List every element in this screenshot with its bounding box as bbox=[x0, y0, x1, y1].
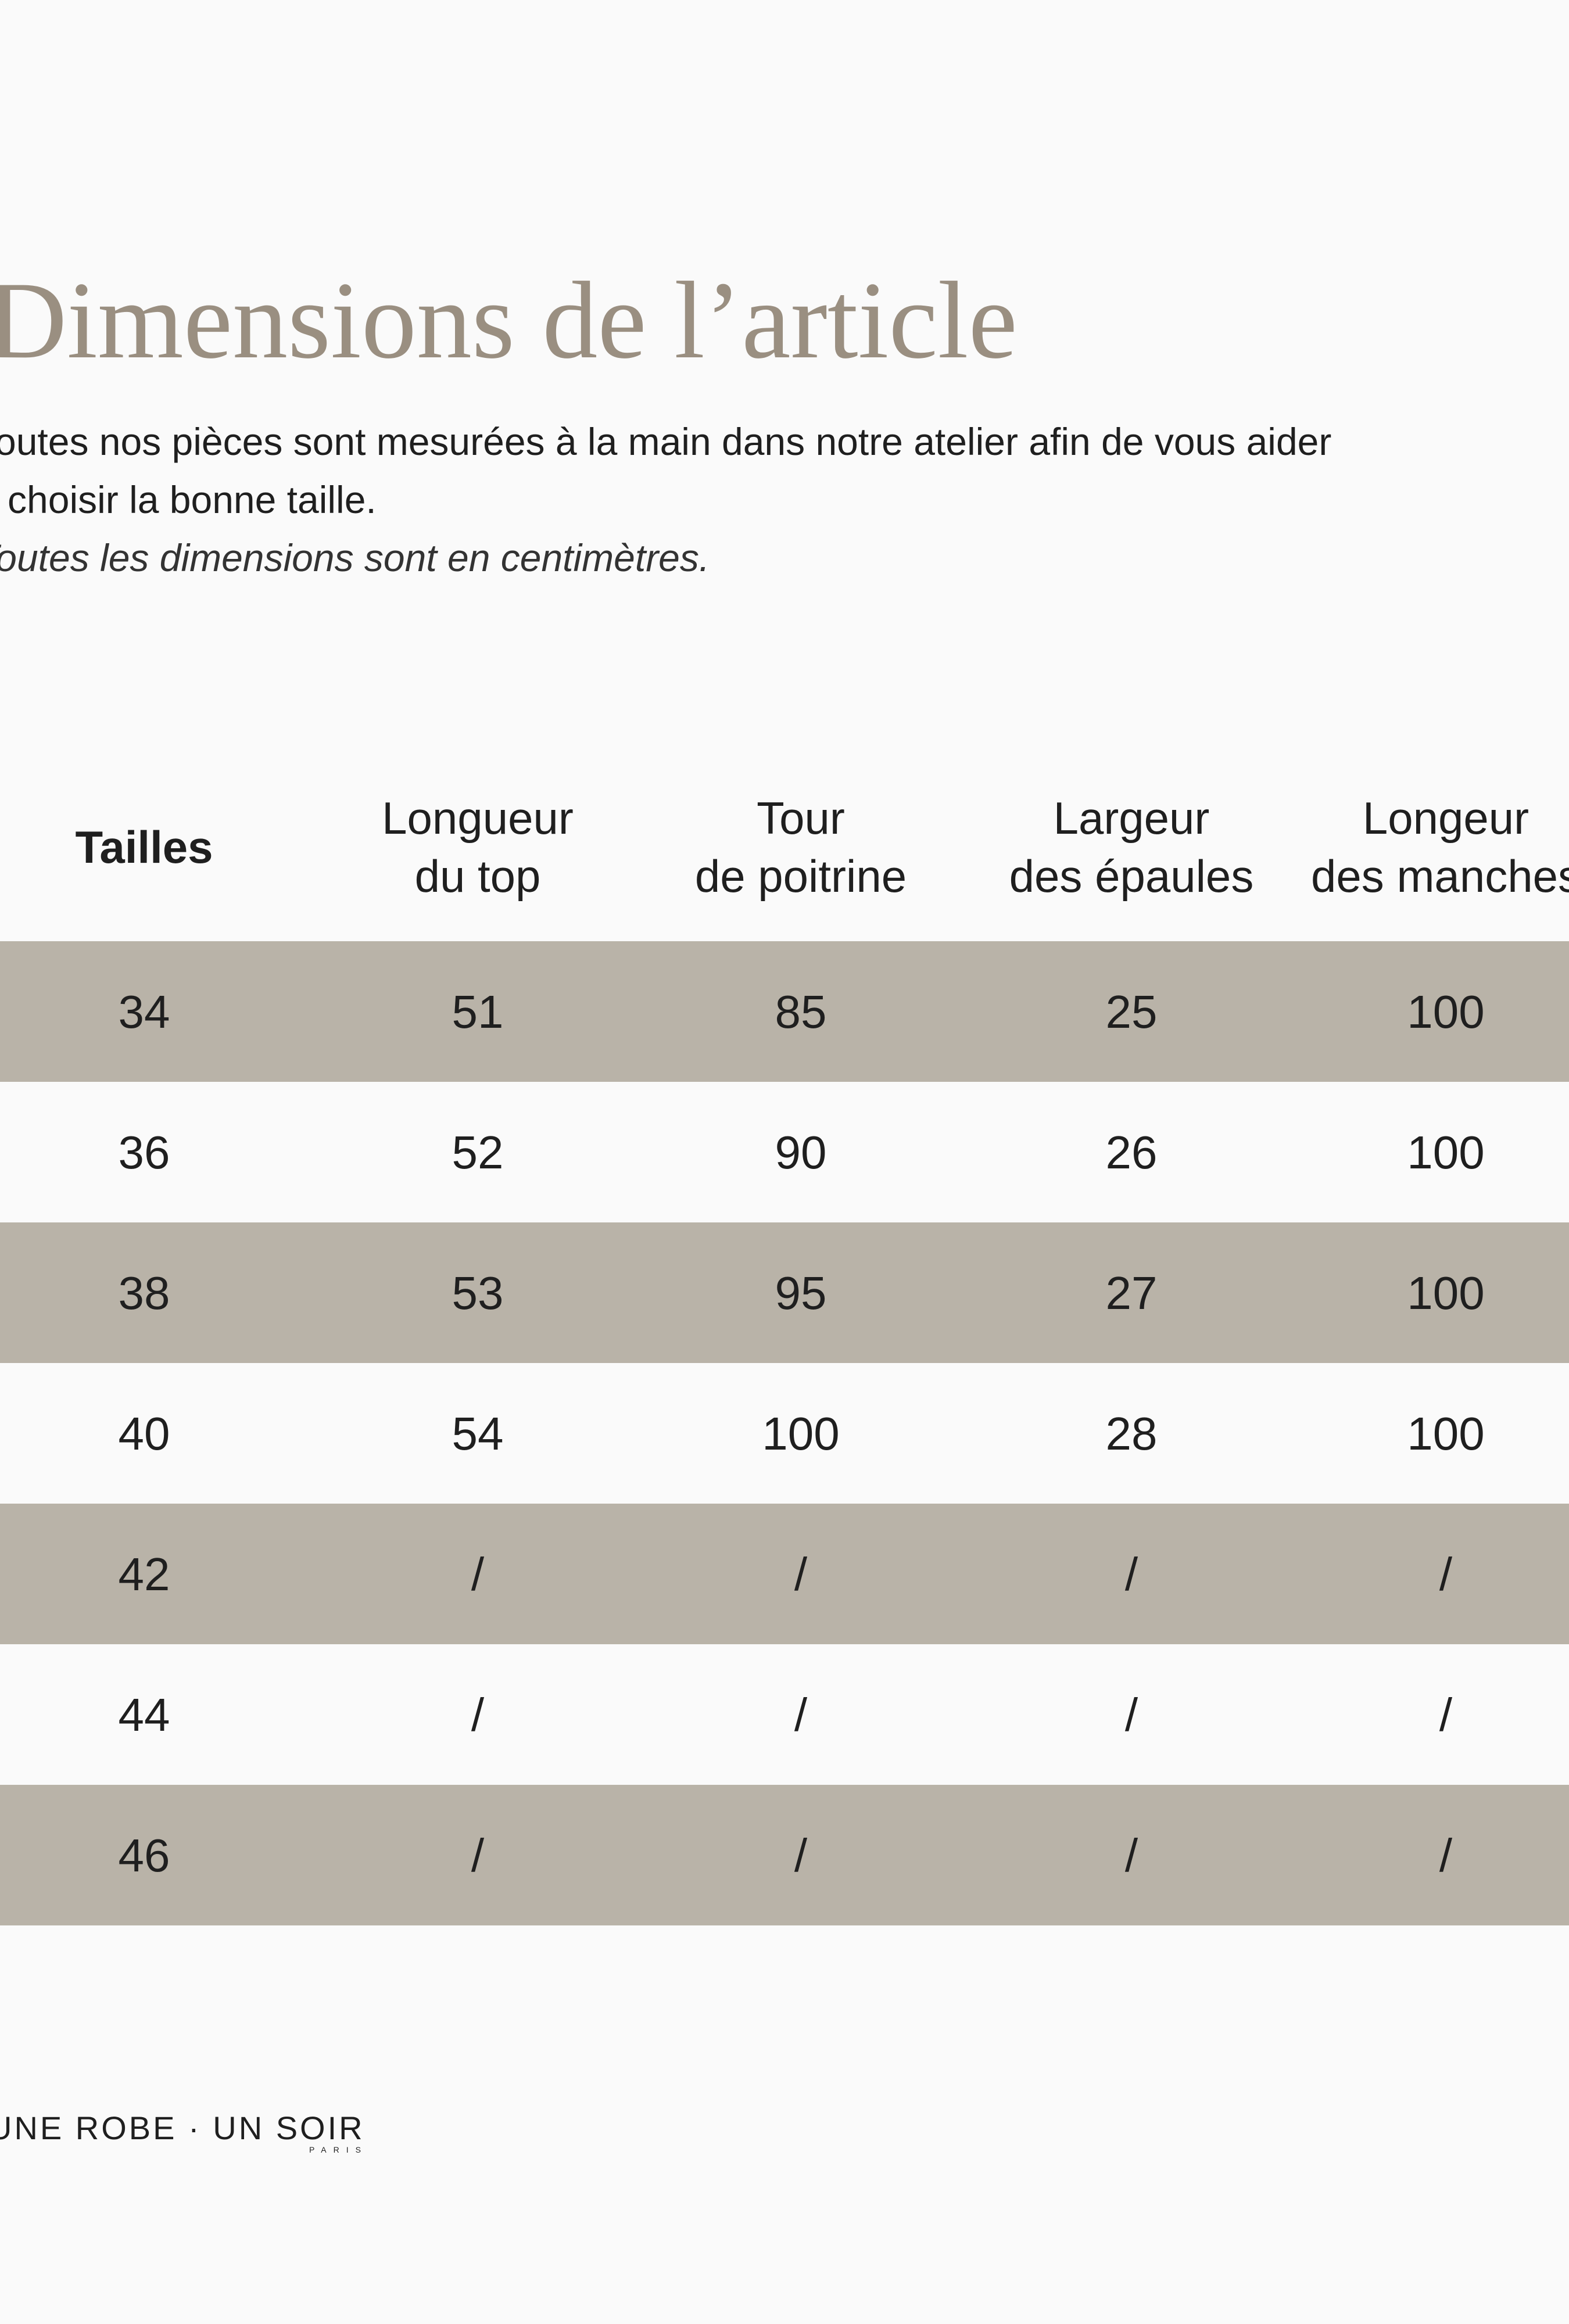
value-cell: / bbox=[471, 1548, 485, 1600]
intro-line: Toutes nos pièces sont mesurées à la mai… bbox=[0, 420, 1331, 463]
intro-line: à choisir la bonne taille. bbox=[0, 478, 377, 521]
value-cell: 51 bbox=[452, 986, 504, 1038]
title: Dimensions de l’article bbox=[0, 260, 1018, 382]
size-cell: 36 bbox=[119, 1127, 170, 1178]
value-cell: 100 bbox=[1407, 1408, 1484, 1459]
value-cell: / bbox=[1439, 1548, 1453, 1600]
value-cell: / bbox=[471, 1830, 485, 1881]
value-cell: / bbox=[794, 1830, 808, 1881]
value-cell: 27 bbox=[1106, 1267, 1158, 1319]
column-header: de poitrine bbox=[695, 851, 907, 902]
value-cell: 100 bbox=[1407, 1127, 1484, 1178]
column-header: Tailles bbox=[75, 822, 213, 873]
value-cell: 26 bbox=[1106, 1127, 1158, 1178]
value-cell: 100 bbox=[1407, 1267, 1484, 1319]
size-table: Tailles Longueur du top Tour de poitrine Larg… bbox=[0, 792, 1569, 1925]
column-header: des épaules bbox=[1009, 851, 1254, 902]
size-cell: 44 bbox=[119, 1689, 170, 1741]
value-cell: 25 bbox=[1106, 986, 1158, 1038]
size-cell: 46 bbox=[119, 1830, 170, 1881]
value-cell: 100 bbox=[1407, 986, 1484, 1038]
column-header: Longeur bbox=[1363, 792, 1529, 844]
value-cell: / bbox=[1125, 1548, 1138, 1600]
size-cell: 38 bbox=[119, 1267, 170, 1319]
value-cell: / bbox=[1125, 1830, 1138, 1881]
column-header: du top bbox=[415, 851, 541, 902]
column-header: Longueur bbox=[382, 792, 574, 844]
size-cell: 34 bbox=[119, 986, 170, 1038]
value-cell: / bbox=[1439, 1830, 1453, 1881]
column-header: Largeur bbox=[1054, 792, 1210, 844]
row-band bbox=[0, 941, 1569, 1082]
value-cell: / bbox=[794, 1689, 808, 1741]
row-band bbox=[0, 1785, 1569, 1925]
size-cell: 42 bbox=[119, 1548, 170, 1600]
value-cell: 100 bbox=[762, 1408, 839, 1459]
brand-name: UNE ROBE · UN SOIR bbox=[0, 2110, 365, 2146]
size-cell: 40 bbox=[119, 1408, 170, 1459]
brand-city: PARIS bbox=[309, 2145, 368, 2154]
note: Toutes les dimensions sont en centimètre… bbox=[0, 536, 710, 579]
row-band bbox=[0, 1222, 1569, 1363]
value-cell: / bbox=[1439, 1689, 1453, 1741]
row-band bbox=[0, 1504, 1569, 1644]
column-header: des manches bbox=[1311, 851, 1569, 902]
value-cell: / bbox=[794, 1548, 808, 1600]
column-header: Tour bbox=[757, 792, 845, 844]
value-cell: 54 bbox=[452, 1408, 504, 1459]
value-cell: / bbox=[1125, 1689, 1138, 1741]
value-cell: 28 bbox=[1106, 1408, 1158, 1459]
value-cell: 95 bbox=[775, 1267, 827, 1319]
value-cell: 52 bbox=[452, 1127, 504, 1178]
value-cell: 90 bbox=[775, 1127, 827, 1178]
value-cell: / bbox=[471, 1689, 485, 1741]
value-cell: 53 bbox=[452, 1267, 504, 1319]
value-cell: 85 bbox=[775, 986, 827, 1038]
